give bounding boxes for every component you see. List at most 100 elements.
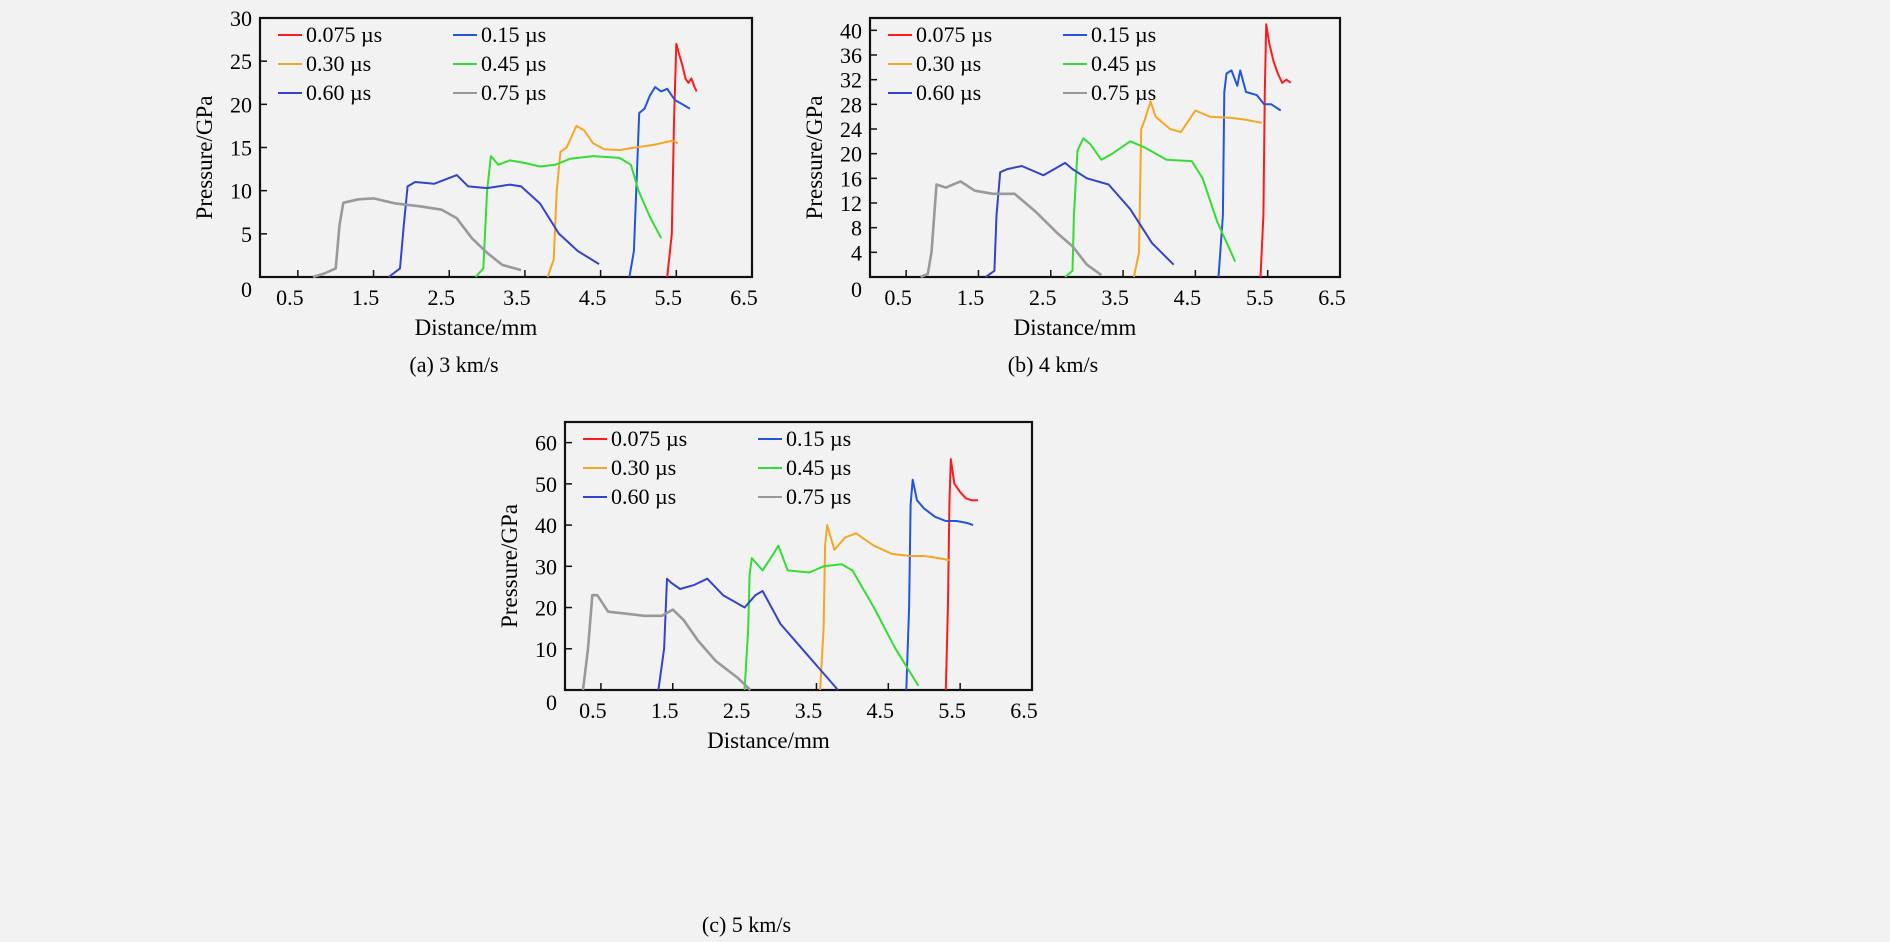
x-tick-label: 4.5 <box>1174 285 1202 310</box>
x-tick-label: 2.5 <box>723 698 751 723</box>
y-tick-label: 20 <box>230 92 252 117</box>
series-line-030 <box>1132 100 1263 278</box>
y-tick-label: 40 <box>535 513 557 538</box>
x-tick-label: 3.5 <box>503 285 531 310</box>
x-axis-label: Distance/mm <box>707 728 830 753</box>
legend-label: 0.15 µs <box>1091 22 1156 47</box>
y-tick-label: 40 <box>840 18 862 43</box>
x-tick-label: 3.5 <box>795 698 823 723</box>
x-tick-label: 5.5 <box>1246 285 1274 310</box>
y-tick-label: 10 <box>230 179 252 204</box>
x-axis-label: Distance/mm <box>415 315 538 340</box>
series-line-075 <box>920 180 1103 279</box>
x-axis-label: Distance/mm <box>1014 315 1137 340</box>
legend-label: 0.60 µs <box>916 80 981 105</box>
y-tick-label: 0 <box>241 277 252 302</box>
y-tick-label: 28 <box>840 92 862 117</box>
x-tick-label: 6.5 <box>1318 285 1346 310</box>
legend-label: 0.15 µs <box>481 22 546 47</box>
legend-label: 0.60 µs <box>611 484 676 509</box>
x-tick-label: 1.5 <box>352 285 380 310</box>
legend-label: 0.75 µs <box>1091 80 1156 105</box>
x-tick-label: 6.5 <box>730 285 758 310</box>
legend-label: 0.45 µs <box>1091 51 1156 76</box>
x-tick-label: 6.5 <box>1010 698 1038 723</box>
legend-label: 0.60 µs <box>306 80 371 105</box>
plot-frame <box>868 16 1342 279</box>
y-tick-label: 0 <box>546 690 557 715</box>
y-tick-label: 4 <box>851 240 862 265</box>
y-tick-label: 32 <box>840 68 862 93</box>
y-tick-label: 16 <box>840 166 862 191</box>
x-tick-label: 0.5 <box>579 698 607 723</box>
series-line-060 <box>388 174 600 278</box>
chart-caption: (b) 4 km/s <box>1008 352 1098 377</box>
x-tick-label: 2.5 <box>1029 285 1057 310</box>
series-line-015 <box>628 86 691 278</box>
legend: 0.075 µs 0.15 µs 0.30 µs 0.45 µs 0.60 µs 0.75… <box>583 426 851 509</box>
series-line-045 <box>1064 137 1237 278</box>
y-axis-label: Pressure/GPa <box>802 96 827 220</box>
x-tick-label: 1.5 <box>651 698 679 723</box>
series-line-060 <box>657 577 839 691</box>
legend-label: 0.75 µs <box>786 484 851 509</box>
chart-panel-a: 0.5 1.5 2.5 3.5 4.5 5.5 6.5 0 5 10 15 20 25 30 Distanc… <box>192 6 758 377</box>
y-tick-label: 60 <box>535 431 557 456</box>
legend-label: 0.75 µs <box>481 80 546 105</box>
y-tick-label: 25 <box>230 49 252 74</box>
x-tick-label: 0.5 <box>276 285 304 310</box>
y-tick-label: 10 <box>535 637 557 662</box>
series-line-0075 <box>1259 23 1292 278</box>
chart-caption: (c) 5 km/s <box>702 912 791 937</box>
legend-label: 0.075 µs <box>306 22 382 47</box>
y-tick-label: 12 <box>840 191 862 216</box>
series-line-030 <box>546 124 679 278</box>
series-line-060 <box>985 161 1175 278</box>
series-line-075 <box>312 197 522 279</box>
y-tick-label: 24 <box>840 117 862 142</box>
legend-label: 0.075 µs <box>611 426 687 451</box>
y-tick-label: 5 <box>241 222 252 247</box>
y-tick-label: 20 <box>535 596 557 621</box>
y-axis-label: Pressure/GPa <box>192 96 217 220</box>
y-tick-label: 0 <box>851 277 862 302</box>
series-line-015 <box>1217 69 1282 278</box>
series-line-045 <box>743 544 920 691</box>
y-axis-label: Pressure/GPa <box>497 504 522 628</box>
legend-label: 0.30 µs <box>611 455 676 480</box>
legend-label: 0.30 µs <box>306 51 371 76</box>
x-tick-label: 4.5 <box>867 698 895 723</box>
y-tick-label: 8 <box>851 216 862 241</box>
y-tick-label: 30 <box>230 6 252 31</box>
series-line-015 <box>905 478 974 691</box>
x-tick-label: 3.5 <box>1101 285 1129 310</box>
legend: 0.075 µs 0.15 µs 0.30 µs 0.45 µs 0.60 µs 0.75… <box>278 22 546 105</box>
legend-label: 0.15 µs <box>786 426 851 451</box>
series-line-0075 <box>944 458 979 691</box>
y-tick-label: 36 <box>840 43 862 68</box>
legend-label: 0.45 µs <box>481 51 546 76</box>
x-tick-label: 5.5 <box>655 285 683 310</box>
y-tick-label: 20 <box>840 142 862 167</box>
plot-frame <box>563 420 1034 692</box>
legend-label: 0.30 µs <box>916 51 981 76</box>
series-line-045 <box>474 155 663 278</box>
x-tick-label: 0.5 <box>884 285 912 310</box>
x-tick-label: 4.5 <box>579 285 607 310</box>
chart-panel-b: 0.5 1.5 2.5 3.5 4.5 5.5 6.5 0 481216202428323640… <box>802 16 1346 377</box>
x-tick-label: 1.5 <box>957 285 985 310</box>
chart-panel-c: 0.5 1.5 2.5 3.5 4.5 5.5 6.5 0 10 20 30 40 50 60 Distan… <box>497 420 1038 937</box>
y-tick-label: 30 <box>535 554 557 579</box>
legend-label: 0.075 µs <box>916 22 992 47</box>
legend: 0.075 µs 0.15 µs 0.30 µs 0.45 µs 0.60 µs 0.75… <box>888 22 1156 105</box>
x-tick-label: 5.5 <box>938 698 966 723</box>
x-tick-label: 2.5 <box>427 285 455 310</box>
legend-label: 0.45 µs <box>786 455 851 480</box>
y-tick-label: 15 <box>230 136 252 161</box>
series-line-030 <box>819 524 950 691</box>
series-line-075 <box>581 593 752 691</box>
chart-caption: (a) 3 km/s <box>409 352 498 377</box>
y-tick-label: 50 <box>535 472 557 497</box>
series-line-0075 <box>666 42 698 278</box>
